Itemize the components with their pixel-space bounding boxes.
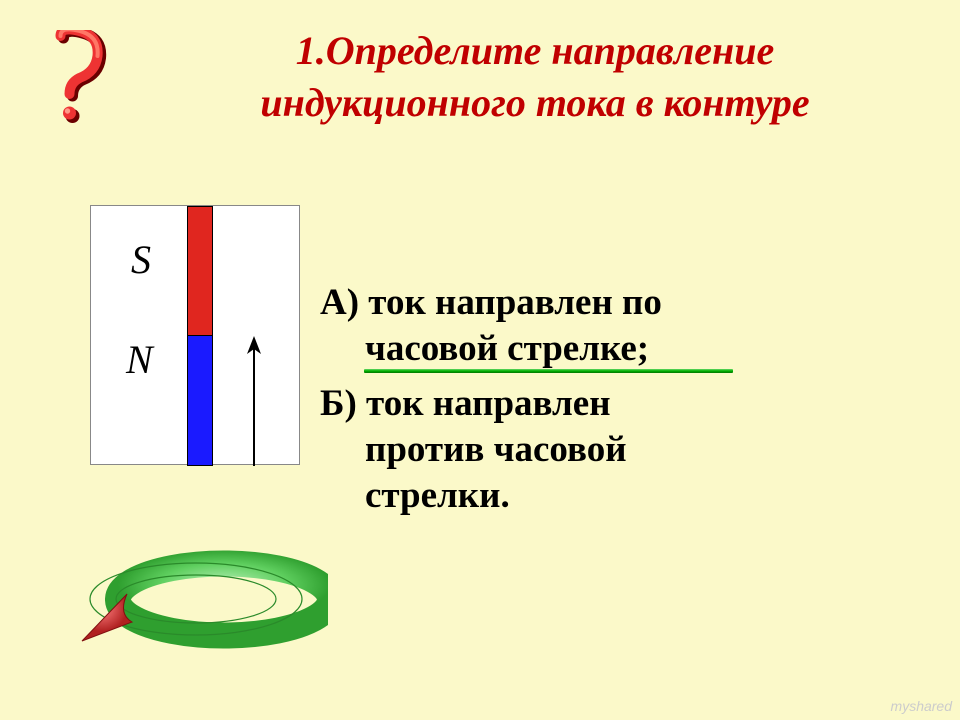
answer-a-line1: ток направлен по (368, 282, 662, 323)
question-mark-icon (40, 30, 110, 125)
magnet-diagram: S N (90, 205, 300, 685)
answer-b-line3: стрелки. (365, 475, 510, 516)
answer-b-line1: ток направлен (366, 383, 610, 424)
current-ring-icon (62, 549, 328, 649)
answer-b-label: Б) (320, 383, 366, 424)
watermark-text: myshared (891, 698, 952, 714)
answer-option-b: Б) ток направлен против часовой стрелки. (320, 381, 920, 520)
bar-magnet (187, 206, 213, 466)
magnet-north-pole (188, 336, 212, 465)
correct-underline (364, 369, 733, 373)
answers-block: А) ток направлен по часовой стрелке; Б) … (320, 280, 920, 519)
answer-b-line2: против часовой (365, 429, 627, 470)
question-heading: 1.Определите направление индукционного т… (170, 25, 900, 129)
magnet-south-pole (188, 207, 212, 336)
magnet-panel: S N (90, 205, 300, 465)
pole-label-n: N (126, 336, 153, 383)
arrow-up-icon (241, 336, 271, 466)
answer-a-line2-text: часовой стрелке; (365, 328, 649, 369)
answer-a-label: А) (320, 282, 368, 323)
answer-a-line2: часовой стрелке; (365, 328, 649, 369)
answer-option-a: А) ток направлен по часовой стрелке; (320, 280, 920, 373)
pole-label-s: S (131, 236, 151, 283)
